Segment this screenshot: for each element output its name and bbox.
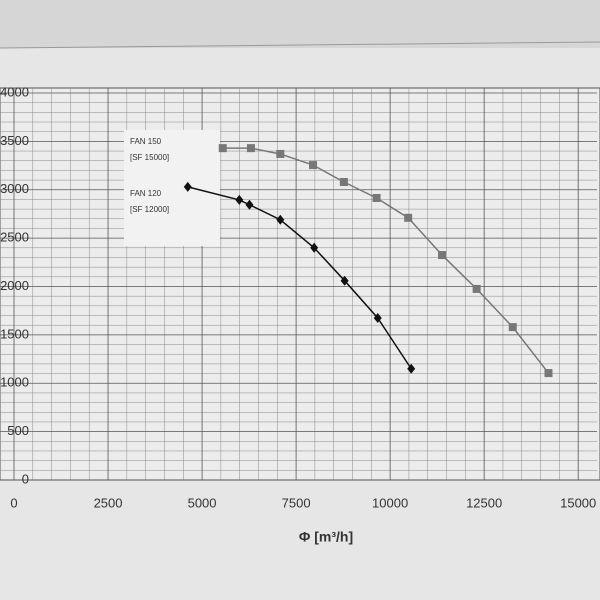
- y-tick-label: 2000: [0, 278, 29, 293]
- marker: [276, 214, 285, 225]
- y-tick-label: 1500: [0, 326, 29, 341]
- marker: [438, 251, 447, 260]
- y-tick-label: 4000: [0, 84, 29, 99]
- y-tick-label: 3000: [0, 181, 29, 196]
- page-edge: [0, 41, 600, 49]
- x-tick-label: 0: [10, 495, 17, 510]
- marker: [508, 323, 517, 332]
- legend-entry: FAN 150: [130, 137, 162, 146]
- legend-entry: [SF 12000]: [130, 205, 169, 214]
- x-tick-label: 15000: [560, 495, 596, 510]
- y-tick-label: 2500: [0, 230, 29, 245]
- marker: [246, 144, 255, 153]
- marker: [235, 194, 244, 205]
- marker: [339, 178, 348, 187]
- marker: [309, 161, 318, 170]
- legend: [124, 130, 220, 246]
- x-tick-label: 10000: [372, 495, 408, 510]
- x-tick-label: 7500: [282, 495, 311, 510]
- marker: [183, 181, 192, 192]
- legend-entry: FAN 120: [130, 189, 162, 198]
- x-axis-label: Φ [m³/h]: [299, 529, 353, 545]
- x-tick-label: 2500: [94, 495, 123, 510]
- x-tick-label: 12500: [466, 495, 502, 510]
- legend-entry: [SF 15000]: [130, 153, 169, 162]
- marker: [407, 363, 416, 374]
- marker: [372, 193, 381, 202]
- marker: [276, 149, 285, 158]
- marker: [218, 144, 227, 153]
- marker: [245, 199, 254, 210]
- marker: [310, 242, 319, 253]
- x-tick-label: 5000: [188, 495, 217, 510]
- y-tick-label: 3500: [0, 133, 29, 148]
- y-tick-label: 1000: [0, 375, 29, 390]
- marker: [340, 275, 349, 286]
- y-tick-label: 0: [22, 471, 29, 486]
- plot-background: [0, 87, 600, 481]
- marker: [373, 312, 382, 323]
- marker: [472, 284, 481, 293]
- y-tick-label: 500: [7, 423, 29, 438]
- marker: [404, 213, 413, 222]
- marker: [544, 369, 553, 378]
